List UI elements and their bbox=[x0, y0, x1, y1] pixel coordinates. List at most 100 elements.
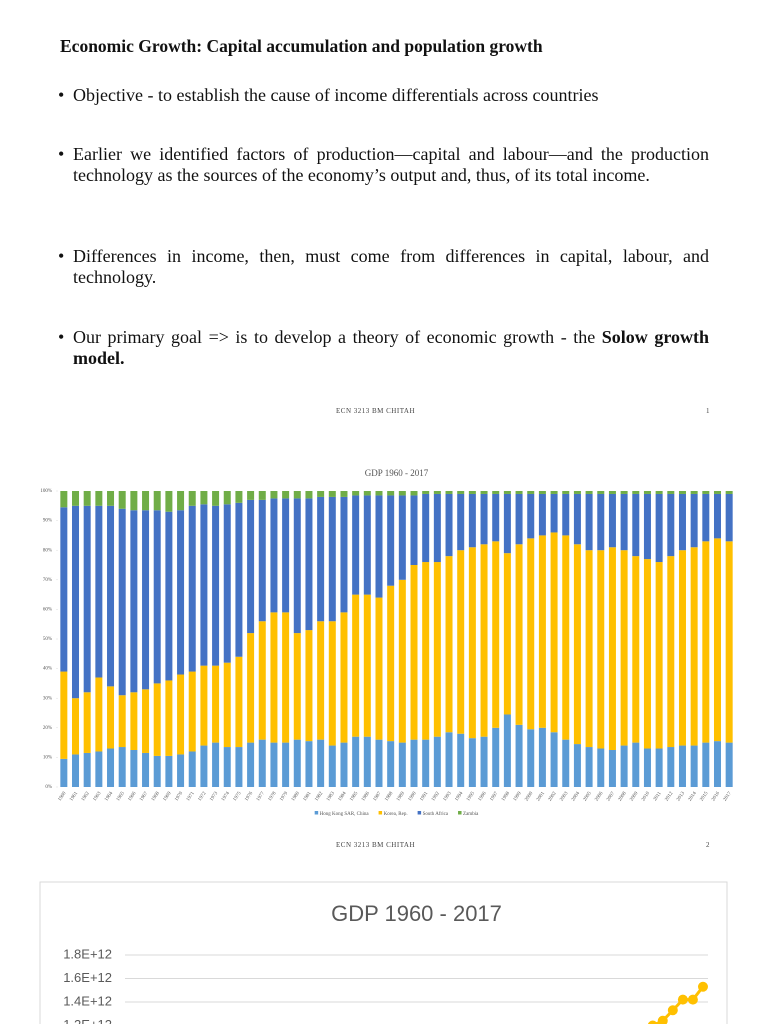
bar-segment bbox=[422, 562, 430, 740]
bar-segment bbox=[95, 505, 103, 678]
bar-segment bbox=[177, 510, 185, 675]
bar-segment bbox=[177, 674, 185, 755]
bar-segment bbox=[328, 491, 336, 497]
x-tick-label: 1971 bbox=[186, 791, 196, 802]
footer: ECN 3213 BM CHITAH bbox=[336, 407, 416, 415]
x-tick-label: 1972 bbox=[198, 791, 208, 802]
bar-segment bbox=[60, 507, 68, 672]
y-tick-label: 0% bbox=[45, 785, 52, 790]
x-tick-label: 1989 bbox=[396, 791, 406, 802]
bar-segment bbox=[515, 491, 523, 494]
legend-label: Zambia bbox=[463, 812, 479, 817]
bar-segment bbox=[608, 547, 616, 750]
bar-segment bbox=[550, 732, 558, 787]
bar-segment bbox=[107, 686, 115, 749]
bar-segment bbox=[398, 579, 406, 743]
bar-segment bbox=[317, 621, 325, 740]
bar-segment bbox=[72, 754, 80, 787]
x-tick-label: 2002 bbox=[548, 791, 558, 802]
bar-segment bbox=[527, 538, 535, 730]
bar-segment bbox=[573, 744, 581, 787]
x-tick-label: 1994 bbox=[455, 791, 465, 802]
y-tick-label: 60% bbox=[43, 608, 52, 613]
bar-segment bbox=[363, 736, 371, 787]
x-tick-label: 1974 bbox=[221, 791, 231, 802]
x-tick-label: 2005 bbox=[583, 791, 593, 802]
y-tick-label: 100% bbox=[40, 489, 52, 494]
bar-segment bbox=[562, 491, 570, 494]
x-tick-label: 2007 bbox=[606, 791, 616, 802]
x-tick-label: 2006 bbox=[595, 791, 605, 802]
x-tick-label: 1992 bbox=[431, 791, 441, 802]
bar-segment bbox=[83, 505, 91, 693]
x-tick-label: 1977 bbox=[256, 791, 266, 802]
bar-segment bbox=[177, 491, 185, 511]
bar-segment bbox=[643, 493, 651, 560]
chart-frame bbox=[39, 881, 728, 1024]
bar-segment bbox=[165, 755, 173, 787]
x-tick-label: 1990 bbox=[408, 791, 418, 802]
bar-segment bbox=[585, 491, 593, 494]
x-tick-label: 2009 bbox=[630, 791, 640, 802]
bar-segment bbox=[317, 496, 325, 622]
bar-segment bbox=[305, 741, 313, 787]
bar-segment bbox=[142, 491, 150, 511]
bar-segment bbox=[468, 493, 476, 548]
bar-segment bbox=[212, 505, 220, 666]
bar-segment bbox=[142, 689, 150, 753]
legend-swatch bbox=[378, 811, 383, 815]
bar-segment bbox=[643, 491, 651, 494]
bar-segment bbox=[667, 491, 675, 494]
x-tick-label: 2016 bbox=[711, 791, 721, 802]
x-tick-label: 1966 bbox=[128, 791, 138, 802]
bar-segment bbox=[200, 504, 208, 666]
legend-swatch bbox=[458, 811, 462, 815]
bar-segment bbox=[702, 742, 710, 787]
bullet-bold: Solow growth model. bbox=[73, 327, 710, 368]
bar-segment bbox=[83, 491, 91, 506]
bar-segment bbox=[550, 491, 558, 494]
x-tick-label: 1985 bbox=[349, 791, 359, 802]
bar-segment bbox=[83, 752, 91, 787]
bar-segment bbox=[118, 491, 126, 509]
bar-segment bbox=[188, 505, 196, 672]
bar-segment bbox=[258, 621, 266, 740]
y-tick-label: 50% bbox=[43, 637, 52, 642]
bar-segment bbox=[573, 491, 581, 494]
bar-segment bbox=[95, 677, 103, 752]
bar-segment bbox=[457, 550, 465, 734]
x-tick-label: 1967 bbox=[139, 791, 149, 802]
x-tick-label: 2015 bbox=[700, 791, 710, 802]
bar-segment bbox=[235, 656, 243, 748]
bar-segment bbox=[107, 748, 115, 787]
bar-segment bbox=[422, 739, 430, 787]
bar-segment bbox=[503, 491, 511, 494]
bar-segment bbox=[667, 556, 675, 748]
bar-segment bbox=[247, 499, 255, 634]
bar-segment bbox=[445, 556, 453, 733]
x-tick-label: 1982 bbox=[314, 791, 324, 802]
x-tick-label: 2003 bbox=[560, 791, 570, 802]
bar-segment bbox=[72, 698, 80, 755]
bar-segment bbox=[713, 493, 721, 539]
bar-segment bbox=[643, 559, 651, 749]
bar-segment bbox=[422, 491, 430, 494]
bar-segment bbox=[433, 493, 441, 563]
bar-segment bbox=[153, 755, 161, 787]
bar-segment bbox=[223, 747, 231, 787]
bar-segment bbox=[223, 662, 231, 748]
bar-segment bbox=[655, 562, 663, 749]
x-tick-label: 2014 bbox=[688, 791, 698, 802]
bar-segment bbox=[363, 594, 371, 737]
bullet: Differences in income, then, must come f… bbox=[58, 246, 709, 288]
bar-segment bbox=[620, 550, 628, 746]
marker bbox=[667, 1005, 678, 1016]
bar-segment bbox=[375, 597, 383, 740]
bar-segment bbox=[258, 739, 266, 787]
bar-segment bbox=[305, 498, 313, 631]
bar-segment bbox=[328, 496, 336, 622]
x-tick-label: 1965 bbox=[116, 791, 126, 802]
footer: ECN 3213 BM CHITAH bbox=[336, 841, 416, 849]
bar-segment bbox=[398, 742, 406, 787]
